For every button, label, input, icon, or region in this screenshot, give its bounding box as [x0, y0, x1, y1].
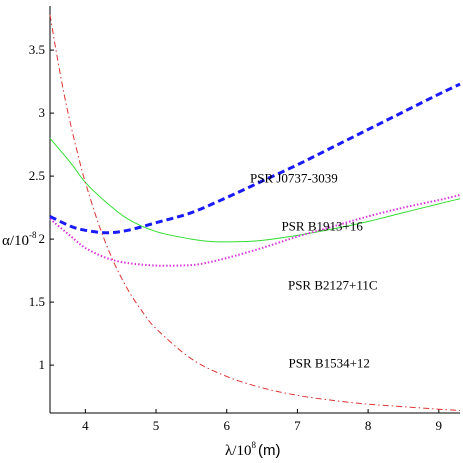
axes [49, 6, 460, 414]
y-tick-label: 3 [39, 105, 46, 120]
series-label-psr-b1534-12: PSR B1534+12 [289, 356, 370, 371]
x-axis-label-main: λ/10 [225, 443, 251, 459]
y-axis-label-exp: -8 [29, 230, 37, 240]
ticks: 4 5 6 7 8 9 1 1.5 2 2.5 3 3.5 [29, 42, 442, 433]
y-tick-label: 2 [39, 231, 46, 246]
series-line-psr-j0737-3039 [49, 82, 461, 235]
series-line-psr-b1913-16 [49, 137, 461, 243]
x-tick-label: 7 [294, 418, 301, 433]
y-tick-label: 1.5 [29, 294, 45, 309]
series-line-psr-b1534-12 [49, 14, 461, 411]
y-axis-label-main: α/10 [2, 233, 29, 249]
y-tick-label: 1 [39, 357, 46, 372]
annotations: PSR J0737-3039 PSR B1913+16 PSR B2127+11C P… [250, 170, 378, 370]
series-label-psr-b2127-11c: PSR B2127+11C [288, 278, 378, 293]
y-tick-label: 2.5 [29, 168, 45, 183]
x-tick-label: 5 [153, 418, 160, 433]
x-tick-label: 8 [365, 418, 372, 433]
series-line-psr-b2127-11c [49, 194, 461, 267]
x-tick-label: 9 [436, 418, 443, 433]
y-tick-label: 3.5 [29, 42, 45, 57]
series-label-psr-b1913-16: PSR B1913+16 [281, 218, 363, 233]
series-group [49, 14, 461, 411]
series-label-psr-j0737-3039: PSR J0737-3039 [250, 170, 338, 185]
x-tick-label: 4 [82, 418, 89, 433]
x-tick-label: 6 [223, 418, 230, 433]
axis-labels: α/10-8 λ/108 (m) [2, 230, 280, 459]
x-axis-label: λ/108 (m) [225, 440, 280, 459]
x-axis-label-exp: 8 [251, 440, 256, 450]
x-axis-label-unit: (m) [258, 442, 281, 459]
y-axis-label: α/10-8 [2, 230, 37, 249]
